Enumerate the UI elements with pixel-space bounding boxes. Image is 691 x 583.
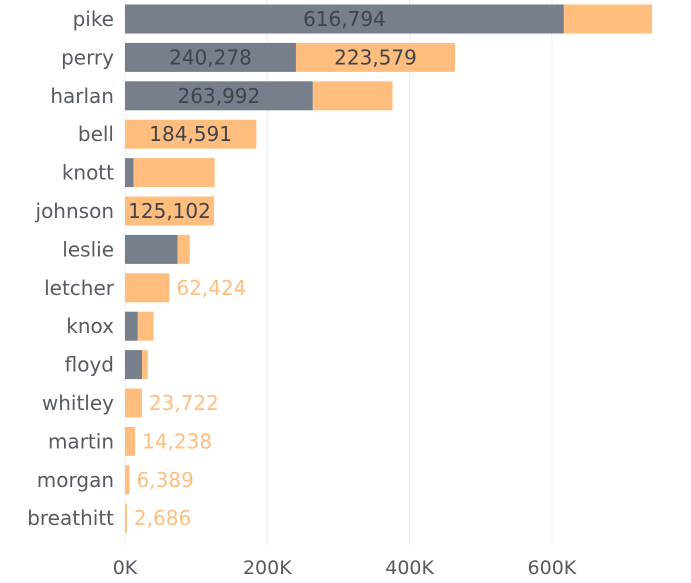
category-label: harlan — [50, 84, 114, 108]
category-label: leslie — [62, 237, 114, 261]
category-label: johnson — [35, 199, 114, 223]
bar-floyd-series-0 — [125, 350, 143, 380]
data-label: 263,992 — [178, 84, 261, 108]
bar-knott-series-0 — [125, 158, 134, 188]
category-label: morgan — [37, 468, 114, 492]
bar-knox-series-0 — [125, 311, 138, 341]
bar-knott-series-1 — [133, 158, 215, 188]
category-label: letcher — [44, 276, 115, 300]
data-labels: 616,794 240,278 223,579 263,992 184,591 125,1… — [128, 7, 417, 530]
data-label: 616,794 — [303, 7, 386, 31]
category-label: floyd — [65, 353, 114, 377]
x-tick-label: 0K — [113, 557, 138, 579]
bar-leslie-series-1 — [177, 234, 190, 264]
data-label: 62,424 — [176, 276, 246, 300]
category-label: pike — [73, 7, 114, 31]
data-label: 14,238 — [142, 429, 212, 453]
data-label: 240,278 — [169, 45, 252, 69]
bar-floyd-series-1 — [142, 350, 148, 380]
category-label: knox — [66, 314, 114, 338]
bar-knox-series-1 — [137, 311, 154, 341]
bar-breathitt-series-1 — [125, 503, 127, 533]
category-label: whitley — [42, 391, 114, 415]
x-tick-label: 400K — [385, 557, 434, 579]
category-labels: pike perry harlan bell knott johnson leslie let… — [27, 7, 115, 530]
bar-leslie-series-0 — [125, 234, 178, 264]
data-label: 6,389 — [137, 468, 194, 492]
bar-martin-series-1 — [125, 426, 136, 456]
bars — [125, 4, 653, 533]
x-axis: 0K 200K 400K 600K — [113, 557, 577, 579]
category-label: bell — [78, 122, 114, 146]
category-label: martin — [48, 429, 114, 453]
category-label: perry — [61, 45, 114, 69]
bar-johnson-series-1 — [125, 196, 215, 226]
data-label: 184,591 — [149, 122, 232, 146]
bar-whitley-series-1 — [125, 388, 142, 418]
bar-pike-series-1 — [563, 4, 653, 34]
x-tick-label: 200K — [243, 557, 292, 579]
bar-bell-series-1 — [125, 119, 257, 149]
bar-pike-series-0 — [125, 4, 564, 34]
category-label: breathitt — [27, 506, 114, 530]
bar-letcher-series-1 — [125, 273, 170, 303]
data-label: 23,722 — [149, 391, 219, 415]
x-tick-label: 600K — [528, 557, 577, 579]
data-label: 125,102 — [128, 199, 211, 223]
data-label: 223,579 — [334, 45, 417, 69]
bar-harlan-series-0 — [125, 81, 313, 111]
category-label: knott — [62, 161, 114, 185]
data-label: 2,686 — [134, 506, 191, 530]
bar-harlan-series-1 — [312, 81, 393, 111]
bar-morgan-series-1 — [125, 465, 130, 495]
bar-perry-series-1 — [295, 42, 456, 72]
bar-perry-series-0 — [125, 42, 296, 72]
